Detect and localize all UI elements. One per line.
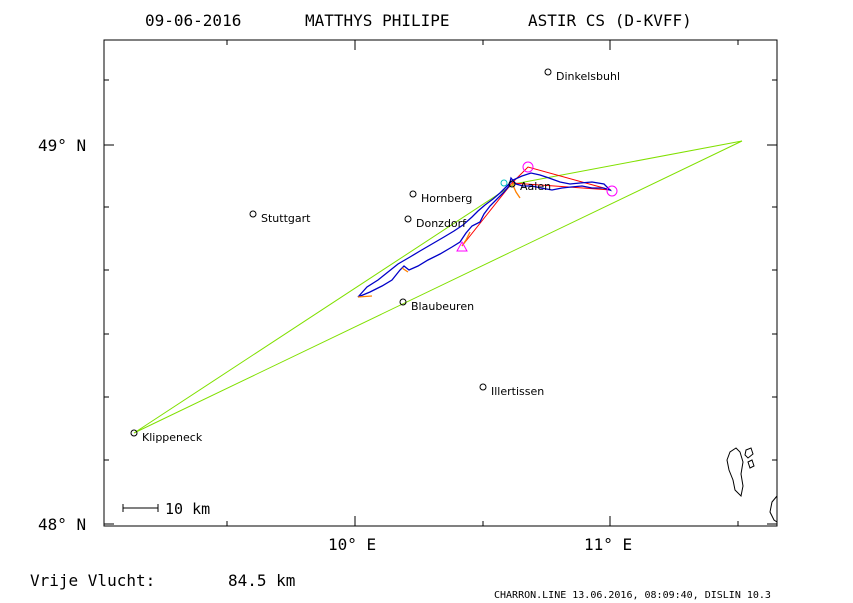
pilot-name: MATTHYS PHILIPE <box>305 11 450 30</box>
fai-sector <box>133 140 743 434</box>
map-frame <box>103 39 778 527</box>
distance-label: Vrije Vlucht: <box>30 571 155 590</box>
flight-track <box>357 172 613 298</box>
axis-ticks <box>104 40 777 526</box>
turnpoint-2 <box>606 185 618 197</box>
place-dinkelsbuhl: Dinkelsbuhl <box>556 70 620 83</box>
place-markers <box>130 68 552 437</box>
lon-label-11: 11° E <box>584 535 632 554</box>
scale-bar <box>122 504 159 512</box>
glider-id: ASTIR CS (D-KVFF) <box>528 11 692 30</box>
place-stuttgart: Stuttgart <box>261 212 311 225</box>
distance-value: 84.5 km <box>228 571 295 590</box>
place-aalen: Aalen <box>520 180 551 193</box>
credit-line: CHARRON.LINE 13.06.2016, 08:09:40, DISLI… <box>494 590 771 601</box>
place-hornberg: Hornberg <box>421 192 472 205</box>
place-klippeneck: Klippeneck <box>142 431 203 444</box>
lat-label-48: 48° N <box>38 515 86 534</box>
task-legs <box>461 166 612 247</box>
start-marker <box>500 179 508 187</box>
place-illertissen: Illertissen <box>491 385 544 398</box>
scale-label: 10 km <box>165 500 210 518</box>
lat-label-49: 49° N <box>38 136 86 155</box>
turnpoint-1 <box>522 161 534 173</box>
landing-marker <box>456 240 468 252</box>
place-blaubeuren: Blaubeuren <box>411 300 474 313</box>
place-donzdorf: Donzdorf <box>416 217 467 230</box>
lon-label-10: 10° E <box>328 535 376 554</box>
flight-date: 09-06-2016 <box>145 11 241 30</box>
lake-outline <box>726 447 778 523</box>
